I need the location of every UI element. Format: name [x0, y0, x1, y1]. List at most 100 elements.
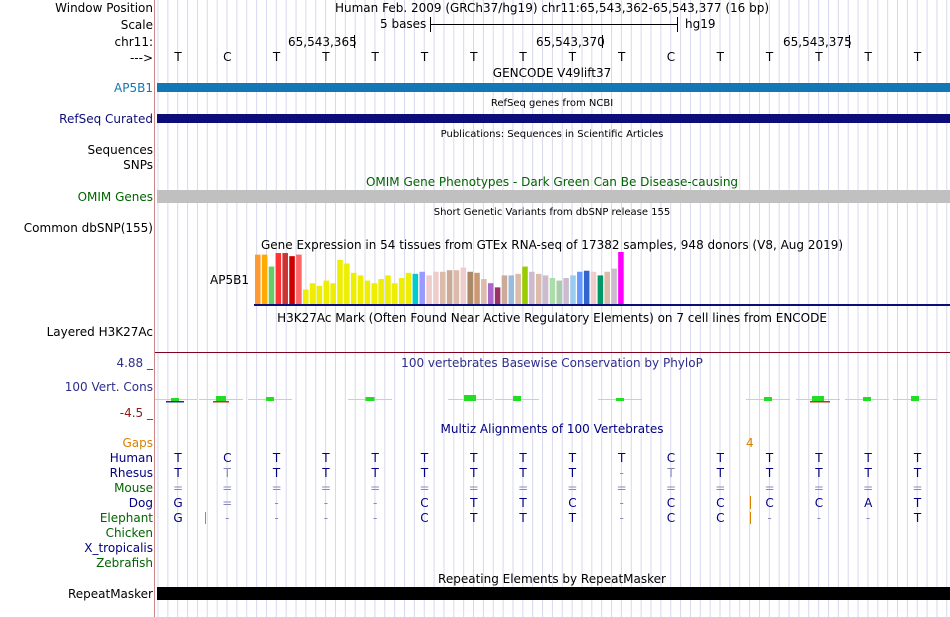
multiz-species-label[interactable]: Zebrafish [96, 556, 153, 570]
multiz-species-label[interactable]: Rhesus [110, 466, 153, 480]
multiz-aligned-base: T [468, 511, 480, 525]
gtex-tissue-bar [440, 272, 446, 304]
phylop-score-mark [764, 397, 772, 401]
phylop-min-value: -4.5 _ [120, 406, 153, 420]
gtex-tissue-bar [392, 283, 398, 304]
gtex-tissue-bar [577, 272, 583, 304]
gtex-tissue-bar [282, 253, 288, 304]
gtex-tissue-bar [371, 283, 377, 304]
multiz-aligned-base: = [468, 481, 480, 495]
multiz-aligned-base: - [271, 496, 283, 510]
multiz-aligned-base: T [764, 466, 776, 480]
multiz-aligned-base: C [419, 496, 431, 510]
multiz-aligned-base: = [813, 481, 825, 495]
multiz-species-label[interactable]: X_tropicalis [84, 541, 153, 555]
multiz-aligned-base: G [172, 496, 184, 510]
sequence-base: T [320, 50, 332, 64]
tick-label-2: 65,543,370 [536, 35, 605, 49]
phylop-score-mark [266, 397, 274, 401]
gtex-tissue-bar [467, 272, 473, 304]
multiz-aligned-base: = [616, 481, 628, 495]
omim-track-title: OMIM Gene Phenotypes - Dark Green Can Be… [366, 175, 738, 189]
gtex-tissue-bar [262, 255, 268, 304]
dbsnp-track-label[interactable]: Common dbSNP(155) [24, 221, 153, 235]
repeatmasker-element-bar[interactable] [157, 587, 950, 600]
multiz-aligned-base: T [566, 511, 578, 525]
publications-snps-label[interactable]: SNPs [123, 158, 153, 172]
gencode-gene-label[interactable]: AP5B1 [114, 81, 153, 95]
phylop-score-mark [911, 396, 919, 401]
multiz-aligned-base: T [517, 496, 529, 510]
gtex-tissue-bar [502, 275, 508, 304]
gtex-tissue-bar [563, 278, 569, 304]
gtex-tissue-bar [543, 275, 549, 304]
sequence-base: T [517, 50, 529, 64]
phylop-conservation-plot[interactable] [155, 384, 950, 408]
sequence-base: T [566, 50, 578, 64]
gtex-tissue-bar [365, 281, 371, 304]
repeatmasker-track-label[interactable]: RepeatMasker [68, 587, 153, 601]
multiz-aligned-base: G [172, 511, 184, 525]
scale-bases-text: 5 bases [380, 17, 426, 31]
multiz-aligned-base: T [813, 466, 825, 480]
gencode-gene-bar[interactable] [157, 83, 950, 92]
publications-sequences-label[interactable]: Sequences [88, 143, 153, 157]
multiz-aligned-base: - [813, 511, 825, 525]
publications-track-title: Publications: Sequences in Scientific Ar… [441, 128, 664, 142]
multiz-species-label[interactable]: Human [110, 451, 153, 465]
gtex-tissue-bar [556, 281, 562, 304]
gtex-tissue-bar [433, 272, 439, 304]
scale-db-text: hg19 [685, 17, 716, 31]
phylop-negative-mark [810, 401, 830, 403]
label-divider [154, 0, 155, 617]
multiz-species-label[interactable]: Dog [129, 496, 153, 510]
multiz-aligned-base: T [369, 466, 381, 480]
multiz-aligned-base: = [172, 481, 184, 495]
sequence-base: T [468, 50, 480, 64]
multiz-aligned-base: T [369, 451, 381, 465]
sequence-base: T [369, 50, 381, 64]
sequence-base: T [271, 50, 283, 64]
phylop-score-mark [171, 398, 179, 401]
multiz-aligned-base: T [419, 466, 431, 480]
window-position-label: Window Position [55, 1, 153, 15]
gtex-gene-label[interactable]: AP5B1 [210, 273, 249, 287]
refseq-gene-bar[interactable] [157, 114, 950, 123]
multiz-aligned-base: - [369, 496, 381, 510]
gtex-tissue-bar [481, 279, 487, 304]
tick-mark-2 [602, 35, 603, 48]
h3k27ac-track-label[interactable]: Layered H3K27Ac [47, 325, 153, 339]
multiz-species-label[interactable]: Elephant [100, 511, 153, 525]
phylop-track-title: 100 vertebrates Basewise Conservation by… [401, 356, 703, 370]
multiz-species-label[interactable]: Chicken [106, 526, 153, 540]
gtex-tissue-bar [385, 275, 391, 304]
multiz-aligned-base: = [271, 481, 283, 495]
multiz-aligned-base: = [369, 481, 381, 495]
multiz-gaps-count: 4 [746, 436, 754, 450]
multiz-aligned-base: A [862, 496, 874, 510]
refseq-track-label[interactable]: RefSeq Curated [59, 112, 153, 126]
scale-bar-left-tick [430, 17, 431, 32]
gtex-expression-chart[interactable] [254, 250, 634, 304]
multiz-aligned-base: C [764, 496, 776, 510]
phylop-score-mark [366, 397, 375, 401]
gtex-tissue-bar [454, 270, 460, 304]
omim-track-label[interactable]: OMIM Genes [78, 190, 153, 204]
multiz-aligned-base: T [616, 451, 628, 465]
gtex-tissue-bar [303, 289, 309, 304]
multiz-aligned-base: = [714, 481, 726, 495]
multiz-species-label[interactable]: Mouse [114, 481, 153, 495]
phylop-track-label[interactable]: 100 Vert. Cons [65, 380, 153, 394]
dog-insertion-marker [750, 496, 751, 509]
multiz-aligned-base: T [714, 451, 726, 465]
multiz-aligned-base: T [566, 451, 578, 465]
multiz-aligned-base: - [616, 496, 628, 510]
gtex-tissue-bar [330, 283, 336, 304]
multiz-aligned-base: T [862, 466, 874, 480]
sequence-base: T [714, 50, 726, 64]
dbsnp-track-title: Short Genetic Variants from dbSNP releas… [434, 206, 671, 220]
omim-gene-bar[interactable] [157, 190, 950, 203]
gtex-tissue-bar [413, 274, 419, 304]
gtex-tissue-bar [358, 275, 364, 304]
gtex-tissue-bar [529, 272, 535, 304]
